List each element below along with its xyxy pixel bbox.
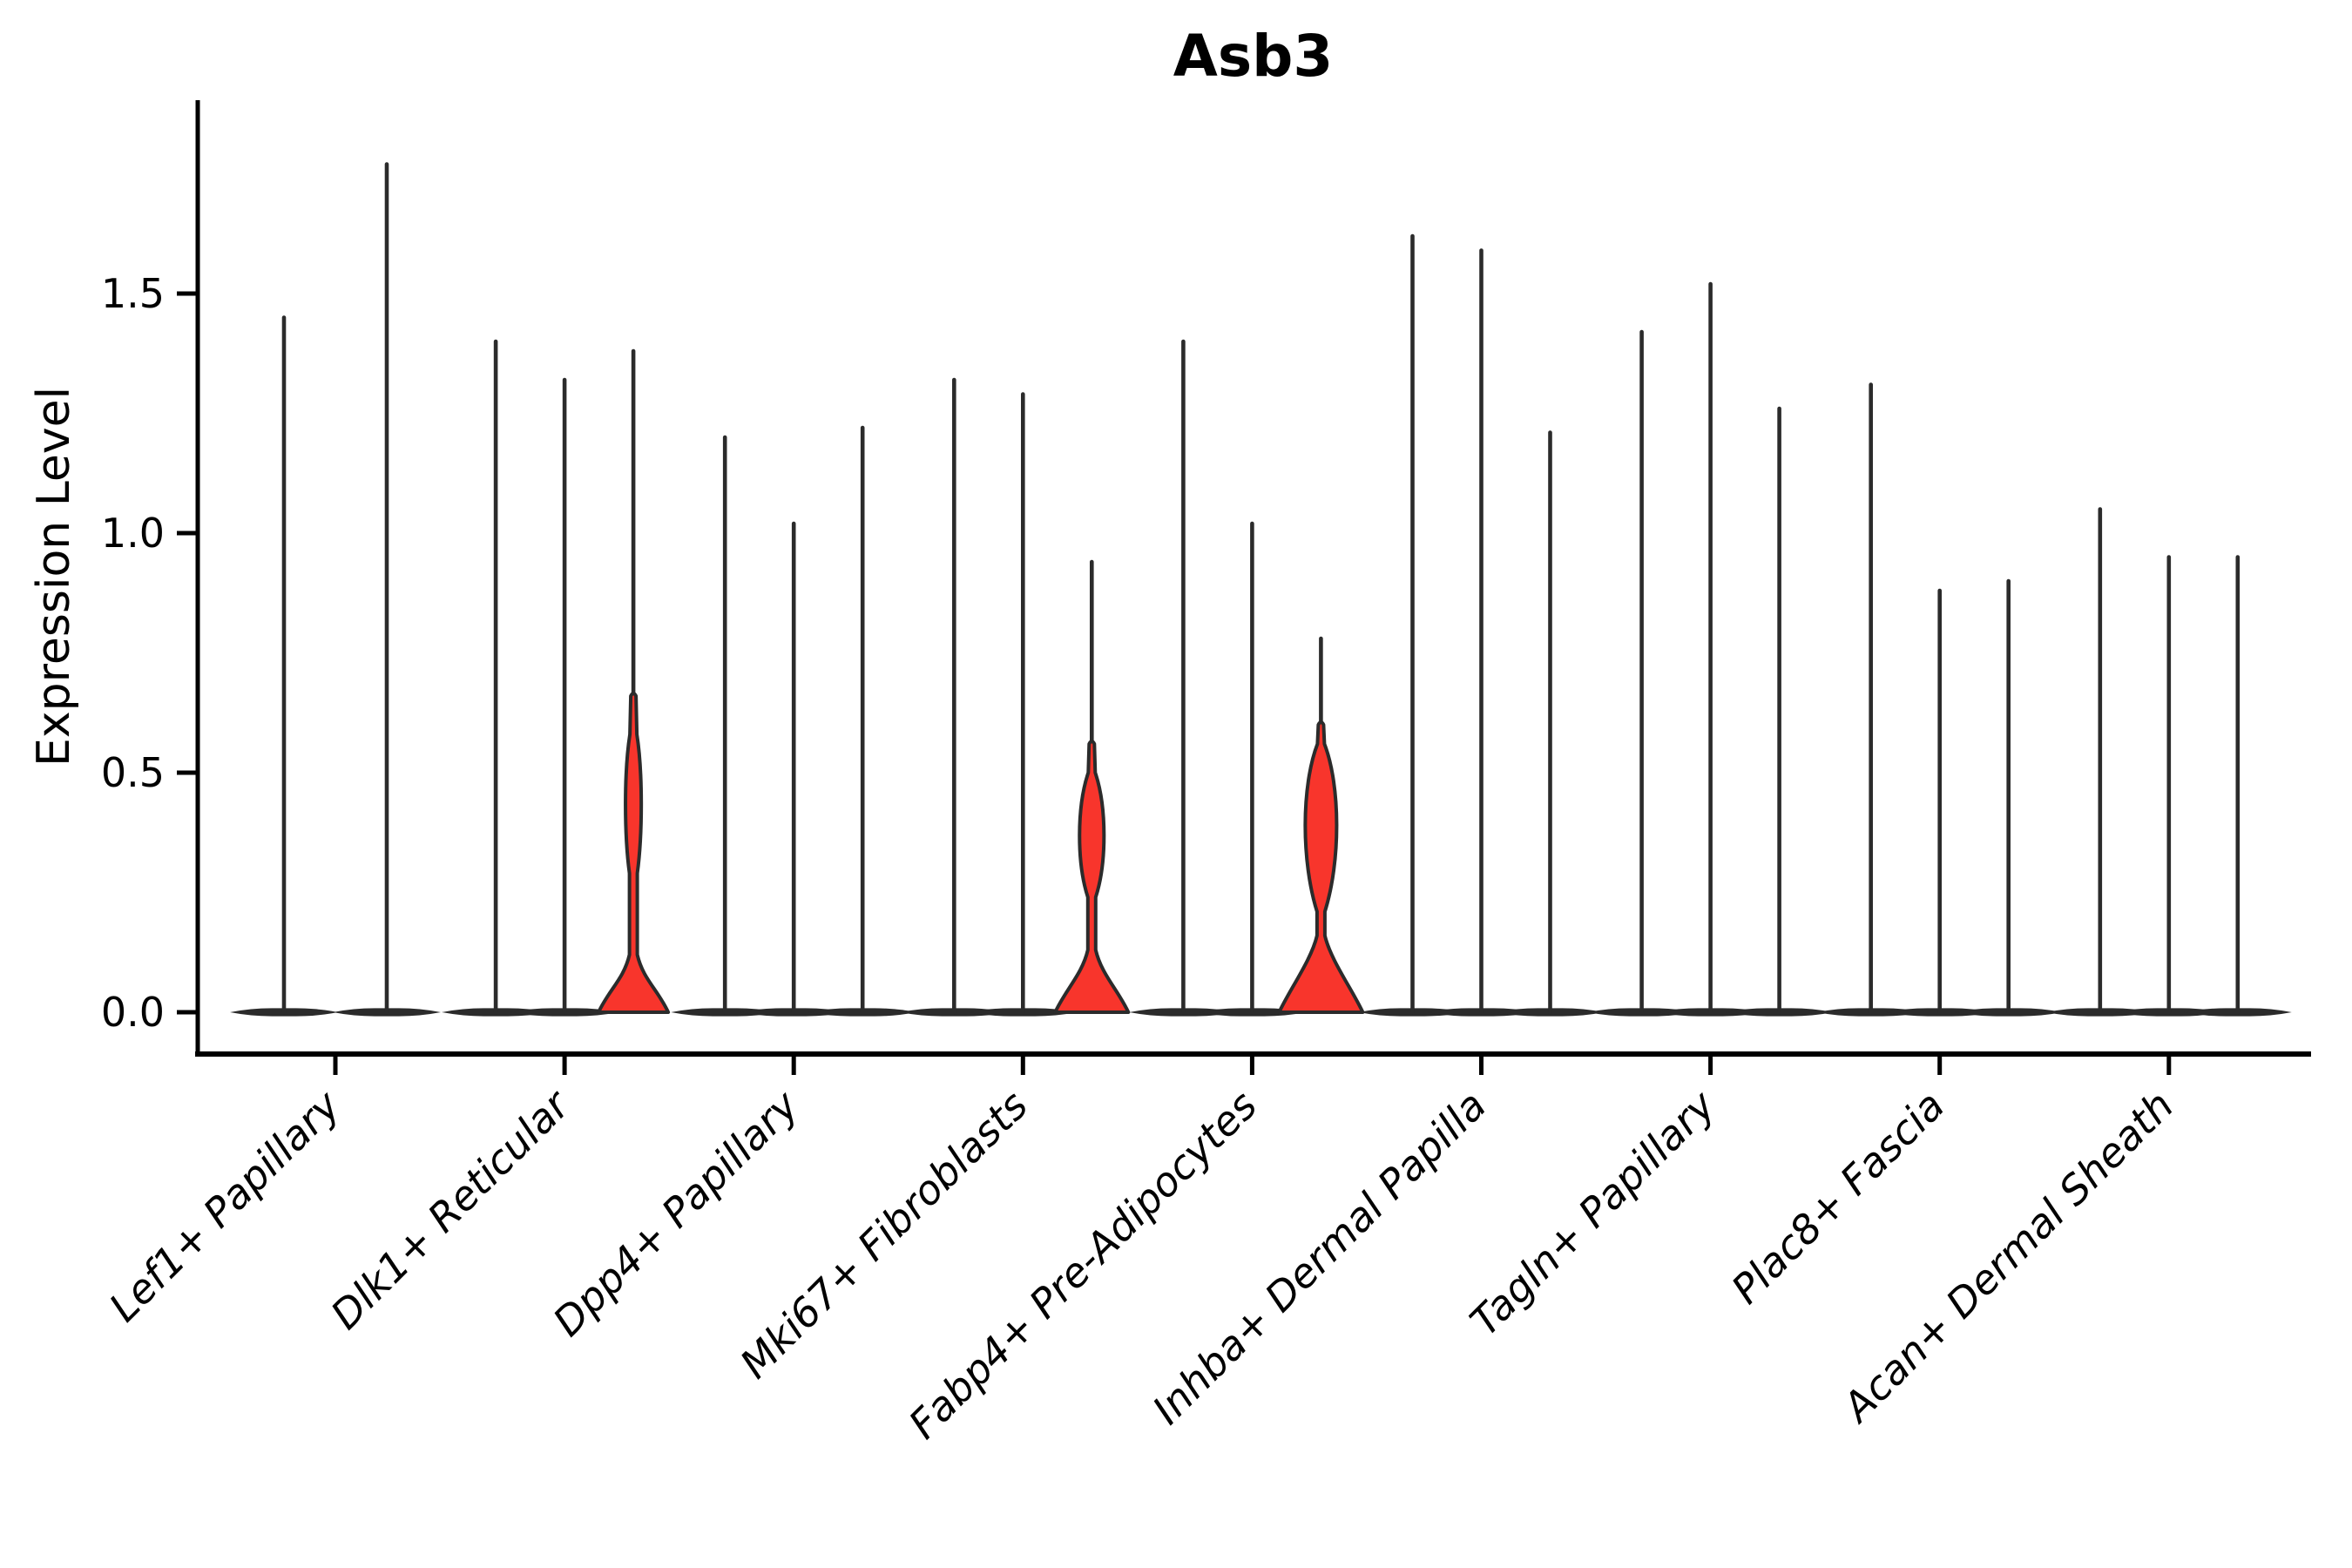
violin <box>808 425 917 1017</box>
violin <box>1816 382 1925 1017</box>
violin <box>442 339 551 1017</box>
violin <box>597 348 671 1014</box>
violin <box>333 162 441 1017</box>
violin <box>1496 430 1605 1017</box>
violin <box>1198 521 1307 1017</box>
y-tick-label: 0.0 <box>101 989 165 1036</box>
violin <box>2183 555 2292 1017</box>
violin <box>1053 559 1131 1014</box>
y-tick-label: 1.5 <box>101 270 165 317</box>
x-tick-label: Tagln+ Papillary <box>1461 1081 1725 1345</box>
violin <box>230 315 338 1017</box>
y-tick-label: 1.0 <box>101 510 165 557</box>
violin <box>1725 406 1834 1017</box>
x-tick-label: Plac8+ Fascia <box>1722 1082 1953 1313</box>
y-tick-label: 0.5 <box>101 749 165 796</box>
x-tick-label: Lef1+ Papillary <box>100 1081 349 1330</box>
violin <box>671 435 780 1017</box>
violin-body-highlighted <box>1053 740 1131 1014</box>
violin-body-highlighted <box>597 692 671 1014</box>
violin-body-highlighted <box>1277 720 1365 1014</box>
violin <box>1587 329 1696 1017</box>
x-tick-label: Dpp4+ Papillary <box>544 1081 808 1345</box>
x-tick-label: Dlk1+ Reticular <box>321 1079 580 1338</box>
violin <box>510 377 619 1017</box>
violin <box>2045 507 2154 1017</box>
chart-title: Asb3 <box>1173 23 1334 90</box>
violin <box>1129 339 1238 1017</box>
violin <box>1427 248 1536 1017</box>
violin <box>740 521 848 1017</box>
violin <box>1358 233 1467 1017</box>
violin <box>1277 636 1365 1014</box>
violin <box>1954 578 2063 1017</box>
violin <box>1656 281 1765 1017</box>
violin <box>2114 555 2223 1017</box>
violin <box>969 392 1078 1017</box>
violin <box>900 377 1009 1017</box>
violin <box>1885 588 1994 1017</box>
